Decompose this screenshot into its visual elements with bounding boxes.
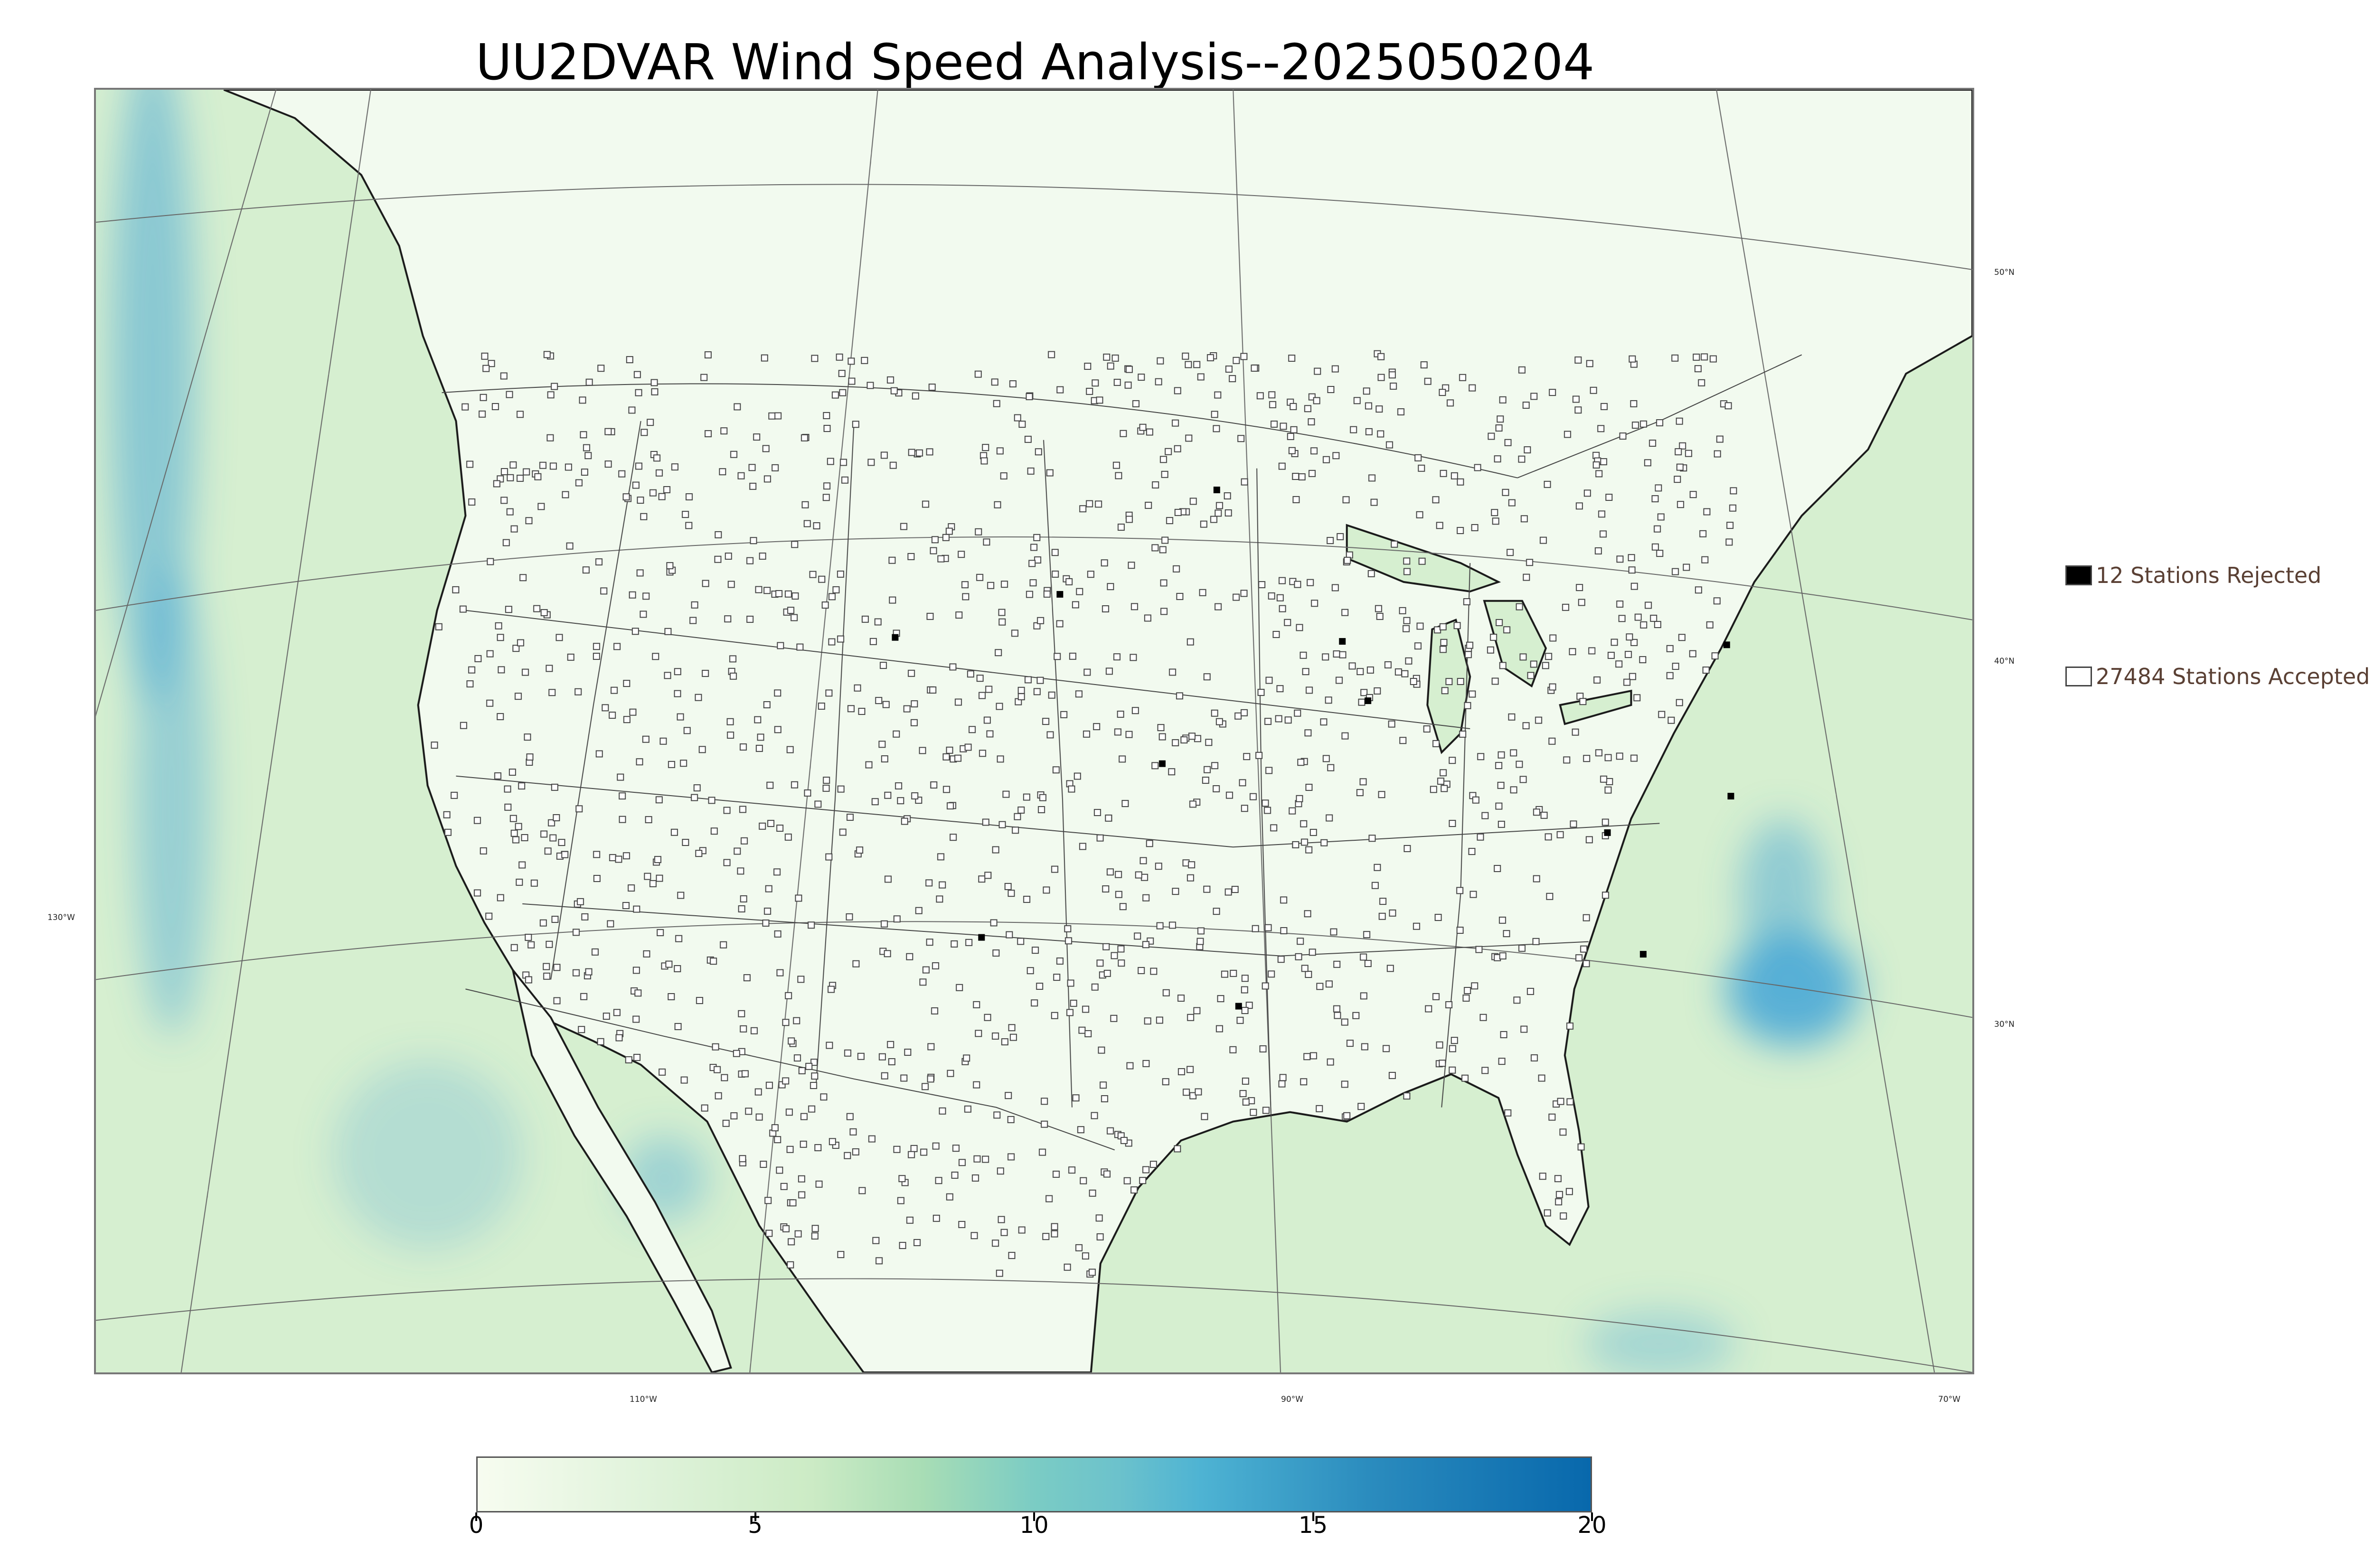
colorbar-tick-label-0: 0: [469, 1512, 484, 1539]
colorbar-tick-3: [1312, 1512, 1314, 1521]
map-title: UU2DVAR Wind Speed Analysis--2025050204: [475, 33, 1595, 91]
lon-label-90w: 90°W: [1281, 1395, 1303, 1404]
colorbar-tick-0: [475, 1512, 477, 1521]
map-canvas: [96, 90, 1972, 1372]
colorbar-tick-label-2: 10: [1019, 1512, 1049, 1539]
lat-label-50n: 50°N: [1994, 268, 2015, 277]
colorbar-tick-2: [1033, 1512, 1035, 1521]
accepted-marker-swatch: [2065, 667, 2092, 686]
legend-accepted-label: 27484 Stations Accepted: [2096, 664, 2370, 689]
lat-label-30n: 30°N: [1994, 1020, 2015, 1029]
baja-peninsula: [512, 969, 732, 1372]
legend-rejected: 12 Stations Rejected: [2065, 563, 2321, 588]
colorbar-tick-label-3: 15: [1298, 1512, 1328, 1539]
colorbar-gradient: [478, 1458, 1591, 1511]
colorbar-tick-label-4: 20: [1577, 1512, 1607, 1539]
rejected-marker-swatch: [2065, 565, 2092, 585]
lon-label-110w: 110°W: [630, 1395, 657, 1404]
lat-label-40n: 40°N: [1994, 657, 2015, 666]
legend-accepted: 27484 Stations Accepted: [2065, 664, 2370, 689]
lat-lon-graticule: [96, 90, 1972, 1372]
colorbar-tick-4: [1591, 1512, 1593, 1521]
north-america-land: [223, 90, 1972, 1372]
wind-speed-map[interactable]: [94, 88, 1974, 1374]
station-markers: [431, 350, 1737, 1278]
lon-label-130w: 130°W: [47, 913, 75, 922]
legend-rejected-label: 12 Stations Rejected: [2096, 563, 2322, 588]
colorbar-tick-1: [754, 1512, 756, 1521]
wind-speed-colorbar: [476, 1456, 1592, 1512]
lon-label-70w: 70°W: [1938, 1395, 1960, 1404]
colorbar-tick-label-1: 5: [748, 1512, 763, 1539]
